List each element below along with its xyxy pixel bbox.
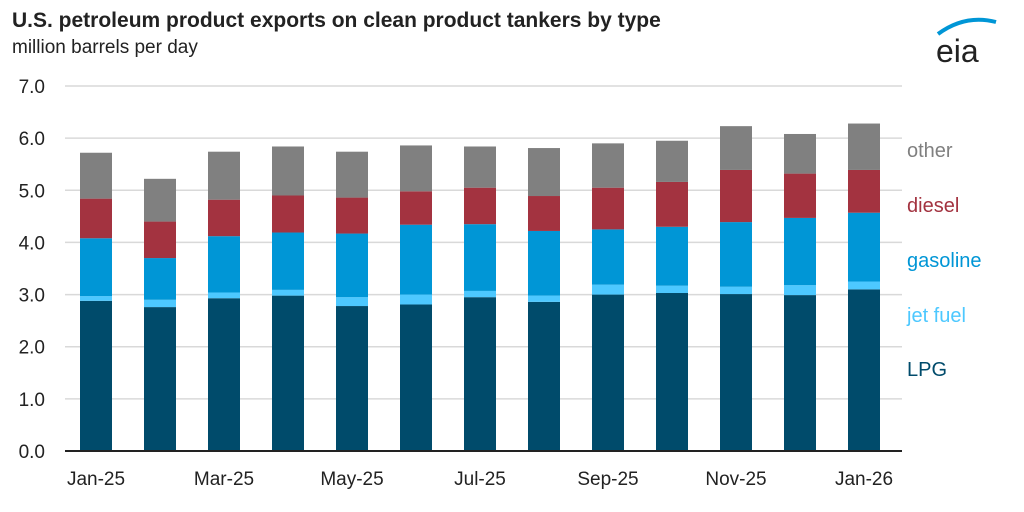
bar-diesel	[784, 173, 816, 218]
x-tick-label: Jan-26	[835, 469, 893, 490]
bar-gasoline	[528, 230, 560, 296]
bar-other	[336, 151, 368, 198]
bar-jet-fuel	[400, 294, 432, 305]
y-tick-label: 6.0	[19, 129, 45, 150]
x-tick-label: Jan-25	[67, 469, 125, 490]
bar-LPG	[208, 298, 240, 451]
y-tick-label: 3.0	[19, 286, 45, 307]
bar-diesel	[80, 198, 112, 239]
legend-LPG: LPG	[907, 359, 947, 381]
bar-jet-fuel	[464, 290, 496, 298]
bar-diesel	[848, 169, 880, 213]
bar-gasoline	[80, 238, 112, 297]
x-tick-label: Nov-25	[705, 469, 766, 490]
bar-other	[848, 123, 880, 170]
bar-diesel	[464, 187, 496, 225]
bar-gasoline	[784, 217, 816, 286]
bar-diesel	[144, 221, 176, 259]
bar-LPG	[144, 307, 176, 451]
bar-LPG	[464, 297, 496, 451]
bar-LPG	[784, 295, 816, 451]
bar-other	[80, 152, 112, 199]
bar-diesel	[208, 199, 240, 237]
bar-gasoline	[848, 212, 880, 282]
bar-other	[528, 148, 560, 197]
bar-diesel	[528, 196, 560, 231]
bar-other	[656, 140, 688, 182]
bar-jet-fuel	[592, 284, 624, 295]
bar-LPG	[848, 289, 880, 451]
bar-jet-fuel	[272, 289, 304, 296]
bar-LPG	[656, 293, 688, 451]
bar-jet-fuel	[784, 285, 816, 296]
chart-title: U.S. petroleum product exports on clean …	[12, 9, 661, 32]
bar-LPG	[720, 294, 752, 451]
bar-jet-fuel	[720, 286, 752, 295]
bar-other	[272, 146, 304, 196]
bar-LPG	[400, 304, 432, 451]
y-tick-label: 5.0	[19, 181, 45, 202]
bar-jet-fuel	[848, 281, 880, 290]
bar-gasoline	[144, 258, 176, 300]
bar-diesel	[336, 197, 368, 234]
chart-subtitle: million barrels per day	[12, 37, 198, 58]
bar-diesel	[656, 181, 688, 227]
y-tick-label: 1.0	[19, 390, 45, 411]
legend-gasoline: gasoline	[907, 250, 982, 272]
bar-gasoline	[656, 226, 688, 286]
bar-LPG	[336, 306, 368, 451]
bar-gasoline	[720, 222, 752, 287]
bar-gasoline	[464, 224, 496, 291]
bar-LPG	[272, 295, 304, 451]
bar-gasoline	[400, 224, 432, 295]
y-tick-label: 7.0	[19, 77, 45, 98]
y-tick-label: 4.0	[19, 233, 45, 254]
bar-LPG	[592, 294, 624, 451]
bar-jet-fuel	[528, 295, 560, 302]
x-tick-label: Jul-25	[454, 469, 506, 490]
bar-jet-fuel	[656, 285, 688, 294]
legend-diesel: diesel	[907, 195, 959, 217]
bar-gasoline	[336, 233, 368, 298]
bar-other	[592, 143, 624, 188]
bar-diesel	[272, 195, 304, 233]
bar-gasoline	[208, 236, 240, 293]
bar-other	[720, 126, 752, 170]
bar-other	[784, 133, 816, 174]
x-tick-label: Sep-25	[577, 469, 638, 490]
eia-logo: eia	[936, 17, 997, 68]
bar-other	[144, 178, 176, 222]
bar-jet-fuel	[144, 299, 176, 308]
bar-other	[464, 146, 496, 188]
y-tick-label: 2.0	[19, 338, 45, 359]
bar-diesel	[720, 169, 752, 223]
bar-other	[208, 151, 240, 200]
y-tick-label: 0.0	[19, 442, 45, 463]
bar-jet-fuel	[80, 296, 112, 301]
legend-other: other	[907, 140, 953, 162]
bar-diesel	[592, 187, 624, 230]
bar-jet-fuel	[208, 292, 240, 299]
x-tick-label: May-25	[320, 469, 383, 490]
bar-LPG	[80, 300, 112, 451]
bar-diesel	[400, 191, 432, 225]
svg-text:eia: eia	[936, 33, 979, 68]
bar-gasoline	[592, 229, 624, 285]
legend-jet-fuel: jet fuel	[906, 305, 966, 327]
x-tick-label: Mar-25	[194, 469, 254, 490]
bar-jet-fuel	[336, 297, 368, 307]
bar-gasoline	[272, 232, 304, 290]
bar-other	[400, 145, 432, 192]
bar-LPG	[528, 301, 560, 451]
